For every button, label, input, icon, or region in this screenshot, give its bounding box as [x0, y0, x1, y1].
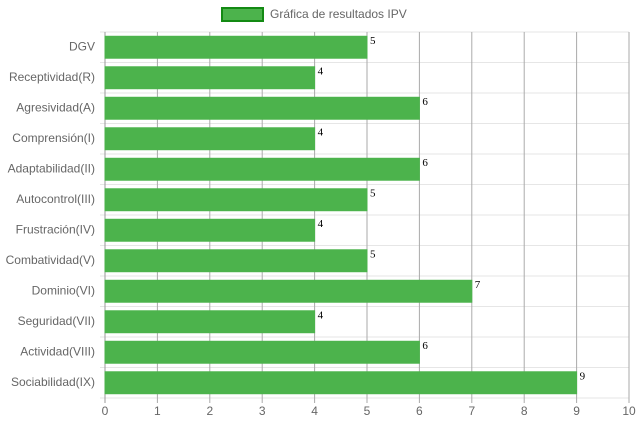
bar — [104, 96, 420, 120]
bar — [104, 310, 316, 334]
y-tick-label: Seguridad(VII) — [18, 314, 95, 328]
bar — [104, 279, 473, 303]
value-label: 6 — [422, 340, 428, 352]
x-tick-label: 5 — [364, 404, 371, 418]
bar — [104, 35, 368, 59]
value-label: 5 — [370, 248, 376, 260]
y-tick-label: Autocontrol(III) — [16, 192, 95, 206]
y-tick-label: Dominio(VI) — [32, 283, 95, 297]
x-tick-label: 9 — [573, 404, 580, 418]
value-label: 5 — [370, 35, 376, 47]
value-label: 6 — [422, 157, 428, 169]
x-tick-label: 8 — [521, 404, 528, 418]
y-tick-label: Agresividad(A) — [16, 100, 95, 114]
value-label: 7 — [475, 279, 481, 291]
value-label: 4 — [318, 65, 324, 77]
bar — [104, 157, 420, 181]
legend-swatch[interactable] — [221, 7, 264, 22]
y-tick-label: Combatividad(V) — [6, 253, 95, 267]
y-tick-label: Sociabilidad(IX) — [11, 375, 95, 389]
bar — [104, 218, 316, 242]
y-tick-label: Actividad(VIII) — [20, 344, 95, 358]
bar — [104, 66, 316, 90]
bar — [104, 188, 368, 212]
y-tick-label: DGV — [69, 39, 95, 53]
value-label: 5 — [370, 187, 376, 199]
x-tick-label: 4 — [311, 404, 318, 418]
bar — [104, 340, 420, 364]
x-tick-label: 0 — [102, 404, 109, 418]
value-label: 9 — [580, 370, 586, 382]
value-label: 4 — [318, 218, 324, 230]
x-tick-label: 7 — [468, 404, 475, 418]
bar — [104, 127, 316, 151]
bar — [104, 249, 368, 273]
value-label: 6 — [422, 96, 428, 108]
bar — [104, 371, 578, 395]
value-label: 4 — [318, 126, 324, 138]
x-tick-label: 2 — [206, 404, 213, 418]
y-tick-label: Adaptabilidad(II) — [8, 161, 95, 175]
x-tick-label: 1 — [154, 404, 161, 418]
legend-label[interactable]: Gráfica de resultados IPV — [270, 7, 407, 21]
x-tick-label: 3 — [259, 404, 266, 418]
y-tick-label: Frustración(IV) — [16, 222, 95, 236]
x-tick-label: 6 — [416, 404, 423, 418]
x-tick-label: 10 — [622, 404, 636, 418]
y-tick-label: Comprensión(I) — [12, 131, 95, 145]
y-tick-label: Receptividad(R) — [9, 70, 95, 84]
value-label: 4 — [318, 309, 324, 321]
